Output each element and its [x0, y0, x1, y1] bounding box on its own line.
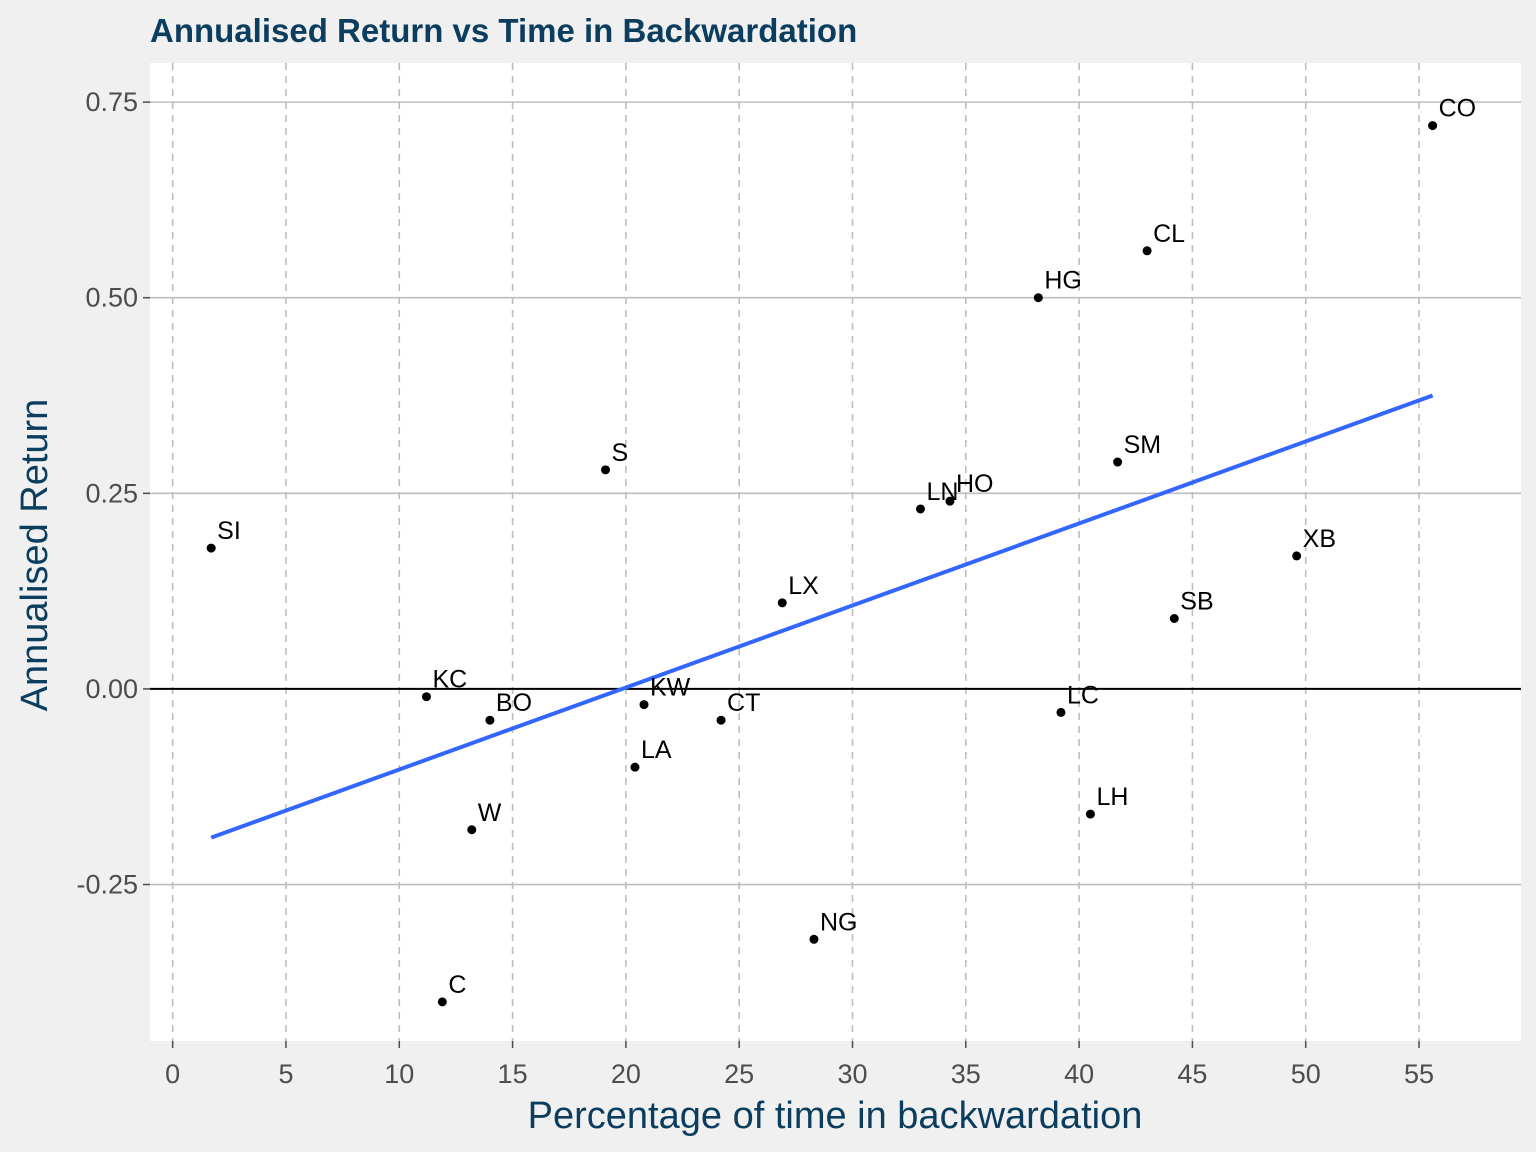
- y-tick-label: 0.00: [85, 674, 138, 704]
- data-point-label: C: [448, 971, 466, 999]
- data-point: [1056, 707, 1066, 717]
- data-point: [206, 543, 216, 553]
- x-axis-ticks: 0 5 10 15 20 25 30 35 40 45 50 55: [165, 1041, 1434, 1089]
- y-tick-label: 0.75: [85, 87, 138, 117]
- x-tick-label: 20: [611, 1059, 641, 1089]
- trend-line: [210, 393, 1434, 840]
- y-axis-title: Annualised Return: [14, 399, 56, 712]
- x-tick-label: 30: [837, 1059, 867, 1089]
- data-point-label: LH: [1096, 783, 1128, 811]
- x-axis-title: Percentage of time in backwardation: [528, 1095, 1143, 1137]
- data-point: [1292, 551, 1302, 561]
- data-point-label: XB: [1303, 525, 1336, 553]
- data-point: [437, 997, 447, 1007]
- data-point-label: SI: [217, 517, 241, 545]
- data-point-label: NG: [820, 908, 858, 936]
- x-tick-label: 0: [165, 1059, 180, 1089]
- data-point-label: W: [478, 799, 502, 827]
- data-point-label: SB: [1180, 588, 1213, 616]
- plot-panel: [150, 63, 1521, 1041]
- y-tick-label: 0.50: [85, 283, 138, 313]
- data-point-label: S: [611, 439, 628, 467]
- data-point-label: KW: [650, 674, 691, 702]
- y-tick-label: 0.25: [85, 478, 138, 508]
- data-point: [639, 700, 649, 710]
- x-tick-label: 55: [1404, 1059, 1434, 1089]
- chart-title: Annualised Return vs Time in Backwardati…: [150, 12, 857, 49]
- data-point: [1113, 457, 1123, 467]
- data-point: [1428, 121, 1438, 131]
- y-tick-label: -0.25: [76, 870, 138, 900]
- data-point: [630, 762, 640, 772]
- data-point: [716, 715, 726, 725]
- data-point: [777, 598, 787, 608]
- y-gridlines: [150, 101, 1521, 886]
- x-tick-label: 35: [951, 1059, 981, 1089]
- x-gridlines: [171, 63, 1420, 1041]
- data-point-label: SM: [1124, 431, 1162, 459]
- data-point-label: KC: [432, 666, 467, 694]
- data-point-label: LC: [1067, 681, 1099, 709]
- data-point: [485, 715, 495, 725]
- data-point: [600, 465, 610, 475]
- y-axis-ticks: -0.25 0.00 0.25 0.50 0.75: [76, 87, 150, 900]
- data-point: [809, 934, 819, 944]
- data-point-label: CT: [727, 689, 760, 717]
- data-point-label: CO: [1439, 95, 1477, 123]
- data-point: [1033, 293, 1043, 303]
- data-point-label: HG: [1044, 267, 1082, 295]
- data-point: [915, 504, 925, 514]
- data-point: [1142, 246, 1152, 256]
- x-tick-label: 50: [1291, 1059, 1321, 1089]
- data-point-label: CL: [1153, 220, 1185, 248]
- x-tick-label: 45: [1177, 1059, 1207, 1089]
- data-point: [1085, 809, 1095, 819]
- x-tick-label: 40: [1064, 1059, 1094, 1089]
- x-tick-label: 10: [384, 1059, 414, 1089]
- data-point: [467, 825, 477, 835]
- data-point-label: LX: [788, 572, 819, 600]
- data-point-label: LA: [641, 736, 672, 764]
- x-tick-label: 25: [724, 1059, 754, 1089]
- x-tick-label: 15: [498, 1059, 528, 1089]
- data-point: [421, 692, 431, 702]
- data-point: [945, 496, 955, 506]
- x-tick-label: 5: [278, 1059, 293, 1089]
- data-point-label: HO: [956, 470, 994, 498]
- data-point-label: BO: [496, 689, 532, 717]
- data-point: [1169, 614, 1179, 624]
